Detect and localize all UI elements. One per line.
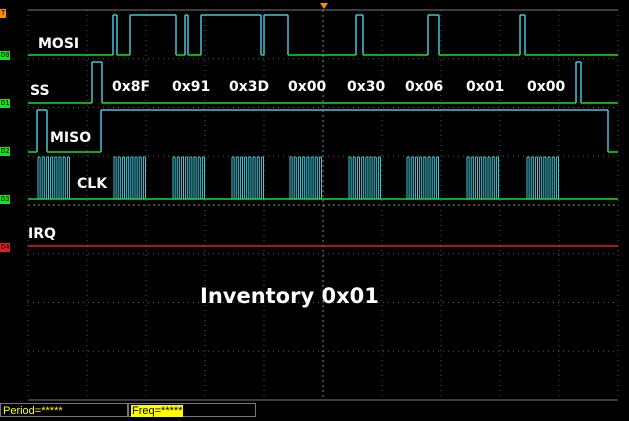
mosi-label: MOSI — [38, 36, 80, 52]
period-readout: Period=***** — [0, 403, 128, 417]
byte-label: 0x30 — [347, 79, 386, 95]
channel-marker-d4[interactable]: D4 — [0, 243, 11, 252]
graticule — [27, 9, 619, 401]
waveform-display — [28, 14, 618, 247]
channel-marker-d2[interactable]: D2 — [0, 147, 11, 156]
byte-label: 0x00 — [288, 79, 327, 95]
trigger-position-icon[interactable] — [320, 3, 328, 9]
byte-label: 0x91 — [172, 79, 211, 95]
channel-marker-d0[interactable]: D0 — [0, 51, 11, 60]
byte-label: 0x8F — [112, 79, 151, 95]
miso-label: MISO — [50, 130, 92, 146]
channel-marker-d3[interactable]: D3 — [0, 195, 11, 204]
clk-label: CLK — [77, 176, 108, 192]
byte-label: 0x01 — [466, 79, 505, 95]
byte-label: 0x3D — [229, 79, 270, 95]
byte-label: 0x06 — [405, 79, 444, 95]
capture-caption: Inventory 0x01 — [200, 284, 379, 308]
irq-label: IRQ — [28, 226, 56, 242]
freq-readout-text: Freq=***** — [131, 405, 184, 417]
byte-label: 0x00 — [527, 79, 566, 95]
channel-marker-d1[interactable]: D1 — [0, 99, 11, 108]
freq-readout: Freq=***** — [128, 403, 256, 417]
trigger-marker[interactable]: T — [0, 9, 7, 18]
ss-label: SS — [30, 83, 50, 99]
